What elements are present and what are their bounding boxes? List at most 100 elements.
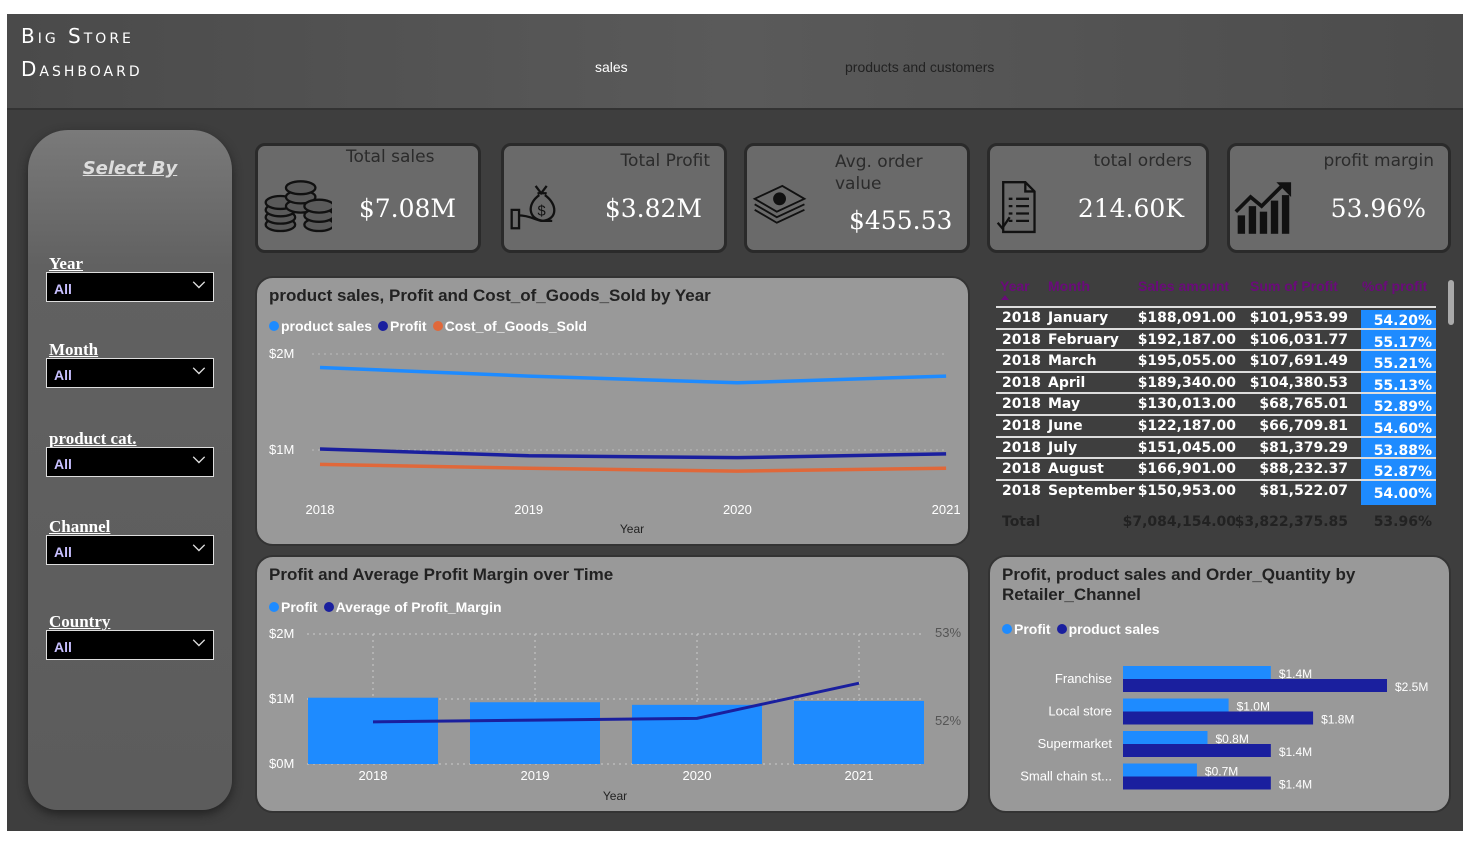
table-row[interactable]: 2018 March $195,055.00 $107,691.49 55.21% bbox=[996, 349, 1436, 376]
cell-percent: 55.13% bbox=[1361, 374, 1436, 397]
product-sales-bar[interactable] bbox=[1123, 744, 1271, 757]
dropdown-value: All bbox=[54, 639, 72, 655]
kpi-label: Total Profit bbox=[620, 151, 710, 171]
profit-bar[interactable] bbox=[1123, 698, 1229, 712]
cell-sales: $192,187.00 bbox=[1137, 331, 1236, 348]
kpi-card-avg-order-value: Avg. order value $455.53 bbox=[744, 143, 970, 253]
total-label: Total bbox=[1002, 514, 1041, 530]
bar-chart: Franchise $1.4M $2.5M Local store $1.0M $1.8M… bbox=[1020, 666, 1428, 792]
table-row[interactable]: 2018 July $151,045.00 $81,379.29 53.88% bbox=[996, 435, 1436, 462]
chart-legend: Profit Average of Profit_Margin bbox=[269, 599, 508, 615]
table-row[interactable]: 2018 June $122,187.00 $66,709.81 54.60% bbox=[996, 414, 1436, 440]
filter-label-year: Year bbox=[49, 254, 83, 273]
cell-year: 2018 bbox=[1002, 310, 1041, 326]
table-row[interactable]: 2018 February $192,187.00 $106,031.77 55.17% bbox=[996, 327, 1436, 354]
legend-item[interactable]: Cost_of_Goods_Sold bbox=[432, 318, 587, 334]
kpi-card-total-sales: Total sales $7.08M bbox=[255, 143, 481, 253]
kpi-value: 214.60K bbox=[1077, 194, 1184, 223]
column-header[interactable]: Sales amount bbox=[1138, 278, 1230, 294]
legend-item[interactable]: Average of Profit_Margin bbox=[323, 599, 502, 615]
legend-item[interactable]: Profit bbox=[1002, 621, 1051, 637]
line-series-cost-of-goods-sold[interactable] bbox=[319, 462, 947, 473]
cell-profit: $81,379.29 bbox=[1259, 439, 1348, 456]
legend-item[interactable]: product sales bbox=[269, 318, 372, 334]
table-row[interactable]: 2018 May $130,013.00 $68,765.01 52.89% bbox=[996, 392, 1436, 419]
filter-dropdown-month[interactable]: All ⌵ bbox=[46, 358, 214, 388]
y-tick-label: $2M bbox=[269, 626, 294, 641]
cell-year: 2018 bbox=[1002, 439, 1041, 456]
cash-stack-icon bbox=[752, 184, 807, 224]
category-label: Small chain st... bbox=[1020, 769, 1112, 784]
legend-dot-icon bbox=[378, 321, 389, 331]
line-chart: $1M $2M 2018 2019 2020 2021 Year bbox=[269, 346, 961, 536]
product-sales-bar[interactable] bbox=[1123, 776, 1271, 790]
cell-month: April bbox=[1048, 374, 1086, 391]
profit-bar[interactable] bbox=[470, 702, 600, 764]
profit-bar[interactable] bbox=[1123, 731, 1208, 744]
y-tick-label: $0M bbox=[269, 756, 294, 771]
x-tick-label: 2019 bbox=[521, 768, 550, 783]
y-tick-label: $1M bbox=[269, 691, 294, 706]
legend-item[interactable]: product sales bbox=[1056, 621, 1160, 637]
data-label: $1.4M bbox=[1279, 667, 1312, 681]
cell-month: July bbox=[1048, 439, 1078, 456]
cell-month: May bbox=[1048, 396, 1081, 413]
header: Big Store Dashboard sales products and c… bbox=[7, 14, 1463, 110]
product-sales-bar[interactable] bbox=[1123, 711, 1314, 725]
cell-month: January bbox=[1048, 310, 1109, 326]
filter-sidebar: Select By Year All ⌵ Month All ⌵ product cat. A… bbox=[28, 130, 232, 810]
sort-ascending-icon bbox=[1001, 295, 1009, 300]
profit-bar[interactable] bbox=[1123, 763, 1197, 777]
legend-label: Profit bbox=[281, 599, 318, 615]
legend-label: product sales bbox=[1068, 621, 1160, 637]
table-row[interactable]: 2018 August $166,901.00 $88,232.37 52.87% bbox=[996, 457, 1436, 484]
product-sales-bar[interactable] bbox=[1123, 679, 1387, 692]
table-scrollbar[interactable] bbox=[1448, 280, 1454, 325]
nav-products-customers[interactable]: products and customers bbox=[845, 59, 995, 75]
cell-sales: $195,055.00 bbox=[1137, 353, 1236, 370]
legend-item[interactable]: Profit bbox=[269, 599, 318, 615]
dashboard-title-line1: Big Store bbox=[21, 24, 134, 48]
legend-label: product sales bbox=[281, 318, 373, 334]
filter-label-month: Month bbox=[49, 340, 99, 359]
filter-dropdown-country[interactable]: All ⌵ bbox=[46, 630, 214, 660]
filter-dropdown-channel[interactable]: All ⌵ bbox=[46, 535, 214, 565]
line-series-average-profit-margin[interactable] bbox=[372, 681, 860, 724]
filter-dropdown-product-cat[interactable]: All ⌵ bbox=[46, 447, 214, 477]
nav-sales[interactable]: sales bbox=[595, 59, 628, 75]
profit-bar[interactable] bbox=[1123, 666, 1271, 679]
column-header[interactable]: Sum of Profit bbox=[1250, 278, 1338, 294]
kpi-card-total-orders: total orders 214.60K bbox=[987, 143, 1209, 253]
column-header[interactable]: Month bbox=[1048, 278, 1090, 294]
cell-year: 2018 bbox=[1002, 396, 1041, 413]
column-header[interactable]: Year bbox=[1000, 278, 1030, 294]
column-header[interactable]: %of profit bbox=[1362, 278, 1428, 294]
cell-month: February bbox=[1048, 331, 1119, 348]
dropdown-value: All bbox=[54, 456, 72, 472]
chevron-down-icon: ⌵ bbox=[192, 633, 205, 650]
x-tick-label: 2021 bbox=[932, 502, 961, 517]
cell-profit: $68,765.01 bbox=[1259, 396, 1348, 413]
legend-item[interactable]: Profit bbox=[378, 318, 427, 334]
table-row[interactable]: 2018 April $189,340.00 $104,380.53 55.13% bbox=[996, 370, 1436, 397]
profit-bar[interactable] bbox=[308, 697, 438, 764]
data-label: $2.5M bbox=[1395, 680, 1428, 694]
category-label: Local store bbox=[1048, 704, 1112, 719]
profit-bar[interactable] bbox=[794, 700, 924, 764]
legend-label: Profit bbox=[1014, 621, 1051, 637]
table-row[interactable]: 2018 September $150,953.00 $81,522.07 54.00% bbox=[996, 478, 1436, 505]
profit-bar[interactable] bbox=[632, 704, 762, 764]
filter-dropdown-year[interactable]: All ⌵ bbox=[46, 272, 214, 302]
y2-tick-label: 52% bbox=[935, 713, 961, 728]
kpi-value: $7.08M bbox=[358, 194, 456, 223]
line-chart-panel: product sales, Profit and Cost_of_Goods_… bbox=[255, 276, 970, 546]
combo-chart-panel: Profit and Average Profit Margin over Ti… bbox=[255, 555, 970, 813]
legend-label: Cost_of_Goods_Sold bbox=[444, 318, 587, 334]
table-row[interactable]: 2018 January $188,091.00 $101,953.99 54.20% bbox=[996, 306, 1436, 332]
chart-legend: Profit product sales bbox=[1002, 621, 1166, 637]
legend-dot-icon bbox=[269, 321, 279, 331]
y-tick-label: $1M bbox=[269, 442, 294, 457]
line-series-profit[interactable] bbox=[319, 447, 947, 460]
chevron-down-icon: ⌵ bbox=[192, 361, 205, 378]
line-series-product-sales[interactable] bbox=[319, 365, 947, 385]
